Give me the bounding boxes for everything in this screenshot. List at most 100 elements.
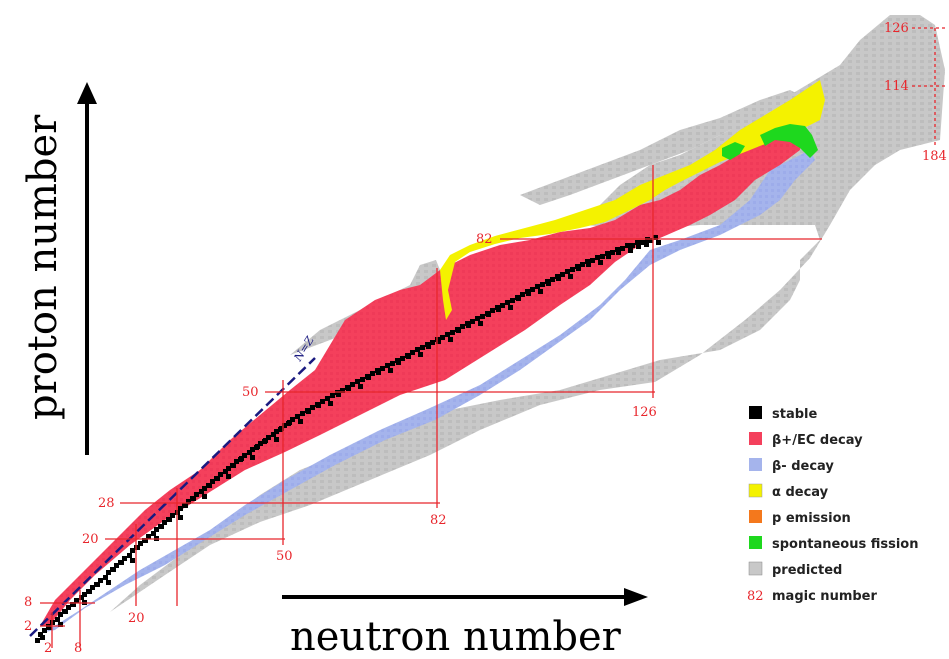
stable-nuclide-mark — [606, 254, 611, 259]
stable-nuclide-mark — [90, 585, 95, 590]
stable-nuclide-mark — [648, 238, 653, 243]
stable-nuclide-mark — [210, 479, 215, 484]
stable-nuclide-mark — [226, 466, 231, 471]
stable-nuclide-mark — [508, 305, 513, 310]
stable-nuclide-mark — [415, 347, 420, 352]
stable-nuclide-mark — [420, 345, 425, 350]
neutron-axis-label: neutron number — [290, 614, 622, 659]
legend-magic-sample: 82 — [747, 589, 764, 604]
stable-nuclide-mark — [82, 592, 87, 597]
stable-nuclide-mark — [376, 370, 381, 375]
stable-nuclide-mark — [242, 453, 247, 458]
stable-nuclide-mark — [460, 324, 465, 329]
stable-nuclide-mark — [130, 558, 135, 563]
magic-z-20: 20 — [82, 532, 99, 547]
legend-swatch-fission — [749, 536, 762, 549]
stable-nuclide-mark — [151, 531, 156, 536]
stable-nuclide-mark — [466, 323, 471, 328]
stable-nuclide-mark — [656, 240, 661, 245]
stable-nuclide-mark — [186, 499, 191, 504]
stable-nuclide-mark — [346, 386, 351, 391]
stable-nuclide-mark — [162, 520, 167, 525]
stable-nuclide-mark — [182, 503, 187, 508]
stable-nuclide-mark — [86, 589, 91, 594]
stable-nuclide-mark — [440, 335, 445, 340]
magic-n-8: 8 — [74, 641, 82, 656]
stable-nuclide-mark — [475, 316, 480, 321]
stable-nuclide-mark — [58, 622, 63, 627]
stable-nuclide-mark — [355, 379, 360, 384]
legend-label-alpha: α decay — [772, 485, 829, 500]
legend-label-p-emission: p emission — [772, 511, 851, 526]
legend-swatch-beta-plus — [749, 432, 762, 445]
stable-nuclide-mark — [380, 366, 385, 371]
stable-nuclide-mark — [106, 570, 111, 575]
stable-nuclide-mark — [510, 298, 515, 303]
stable-nuclide-mark — [274, 429, 279, 434]
stable-nuclide-mark — [262, 439, 267, 444]
stable-nuclide-mark — [556, 276, 561, 281]
stable-nuclide-mark — [585, 259, 590, 264]
stable-nuclide-mark — [110, 567, 115, 572]
magic-n-126: 126 — [632, 405, 657, 420]
proton-axis-arrow — [77, 82, 97, 455]
stable-nuclide-mark — [223, 469, 228, 474]
stable-nuclide-mark — [406, 354, 411, 359]
stable-nuclide-mark — [79, 595, 84, 600]
legend-label-beta-plus: β+/EC decay — [772, 433, 863, 448]
legend-label-stable: stable — [772, 407, 817, 422]
stable-nuclide-mark — [426, 344, 431, 349]
stable-nuclide-mark — [538, 289, 543, 294]
stable-nuclide-mark — [300, 411, 305, 416]
magic-n-20: 20 — [128, 611, 145, 626]
stable-nuclide-mark — [35, 638, 40, 643]
stable-nuclide-mark — [560, 272, 565, 277]
magic-z-50: 50 — [242, 385, 259, 400]
stable-nuclide-mark — [138, 541, 143, 546]
stable-nuclide-mark — [628, 248, 633, 253]
legend-swatch-stable — [749, 406, 762, 419]
stable-nuclide-mark — [258, 441, 263, 446]
stable-nuclide-mark — [340, 388, 345, 393]
stable-nuclide-mark — [486, 312, 491, 317]
stable-nuclide-mark — [214, 476, 219, 481]
stable-nuclide-mark — [570, 267, 575, 272]
region-alpha — [440, 80, 825, 320]
stable-nuclide-mark — [38, 632, 43, 637]
stable-nuclide-mark — [496, 307, 501, 312]
stable-nuclide-mark — [480, 314, 485, 319]
stable-nuclide-mark — [250, 455, 255, 460]
magic-number-superheavy — [912, 27, 945, 145]
legend-label-magic: magic number — [772, 589, 877, 604]
stable-nuclide-mark — [456, 328, 461, 333]
legend: stable β+/EC decay β- decay α decay p em… — [747, 406, 919, 604]
stable-nuclide-mark — [170, 513, 175, 518]
stable-nuclide-mark — [590, 258, 595, 263]
stable-nuclide-mark — [595, 255, 600, 260]
neutron-axis-arrow — [282, 588, 648, 606]
stable-nuclide-mark — [194, 492, 199, 497]
stable-nuclide-mark — [199, 489, 204, 494]
stable-nuclide-mark — [400, 356, 405, 361]
stable-nuclide-mark — [546, 281, 551, 286]
stable-nuclide-mark — [568, 274, 573, 279]
legend-swatch-alpha — [748, 483, 763, 498]
legend-label-fission: spontaneous fission — [772, 537, 919, 552]
stable-nuclide-mark — [290, 417, 295, 422]
stable-nuclide-mark — [370, 371, 375, 376]
region-beta-plus — [40, 120, 805, 626]
legend-label-predicted: predicted — [772, 563, 842, 578]
magic-n-50: 50 — [276, 549, 293, 564]
stable-nuclide-mark — [114, 563, 119, 568]
stable-nuclide-mark — [535, 284, 540, 289]
stable-nuclide-mark — [70, 602, 75, 607]
stable-nuclide-mark — [118, 560, 123, 565]
stable-nuclide-mark — [106, 580, 111, 585]
stable-nuclide-mark — [306, 409, 311, 414]
stable-nuclide-mark — [40, 635, 45, 640]
stable-nuclide-mark — [66, 605, 71, 610]
stable-nuclide-mark — [576, 266, 581, 271]
stable-nuclide-mark — [103, 575, 108, 580]
stable-nuclide-mark — [360, 377, 365, 382]
